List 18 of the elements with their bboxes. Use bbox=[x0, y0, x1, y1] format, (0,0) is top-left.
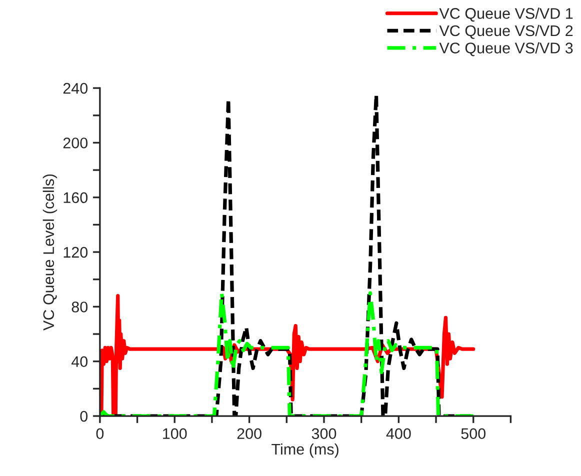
x-tick-label: 100 bbox=[163, 428, 187, 440]
legend-label: VC Queue VS/VD 3 bbox=[439, 42, 573, 56]
x-tick-label: 0 bbox=[96, 428, 104, 440]
x-axis-title: Time (ms) bbox=[272, 443, 338, 458]
y-tick-label: 40 bbox=[71, 356, 88, 368]
y-tick-label: 160 bbox=[64, 192, 88, 204]
y-tick-label: 0 bbox=[80, 410, 88, 422]
y-tick-label: 200 bbox=[63, 138, 88, 148]
x-tick-label: 300 bbox=[312, 428, 336, 440]
y-tick-label: 80 bbox=[72, 302, 88, 312]
legend-label: VC Queue VS/VD 1 bbox=[439, 8, 573, 22]
y-tick-label: 120 bbox=[64, 246, 88, 258]
x-tick-label: 500 bbox=[461, 428, 486, 440]
x-tick-label: 400 bbox=[386, 428, 411, 440]
x-tick-label: 200 bbox=[237, 428, 262, 440]
y-axis-title: VC Queue Level (cells) bbox=[42, 174, 58, 331]
legend-label: VC Queue VS/VD 2 bbox=[439, 24, 573, 39]
y-tick-label: 240 bbox=[63, 82, 88, 94]
